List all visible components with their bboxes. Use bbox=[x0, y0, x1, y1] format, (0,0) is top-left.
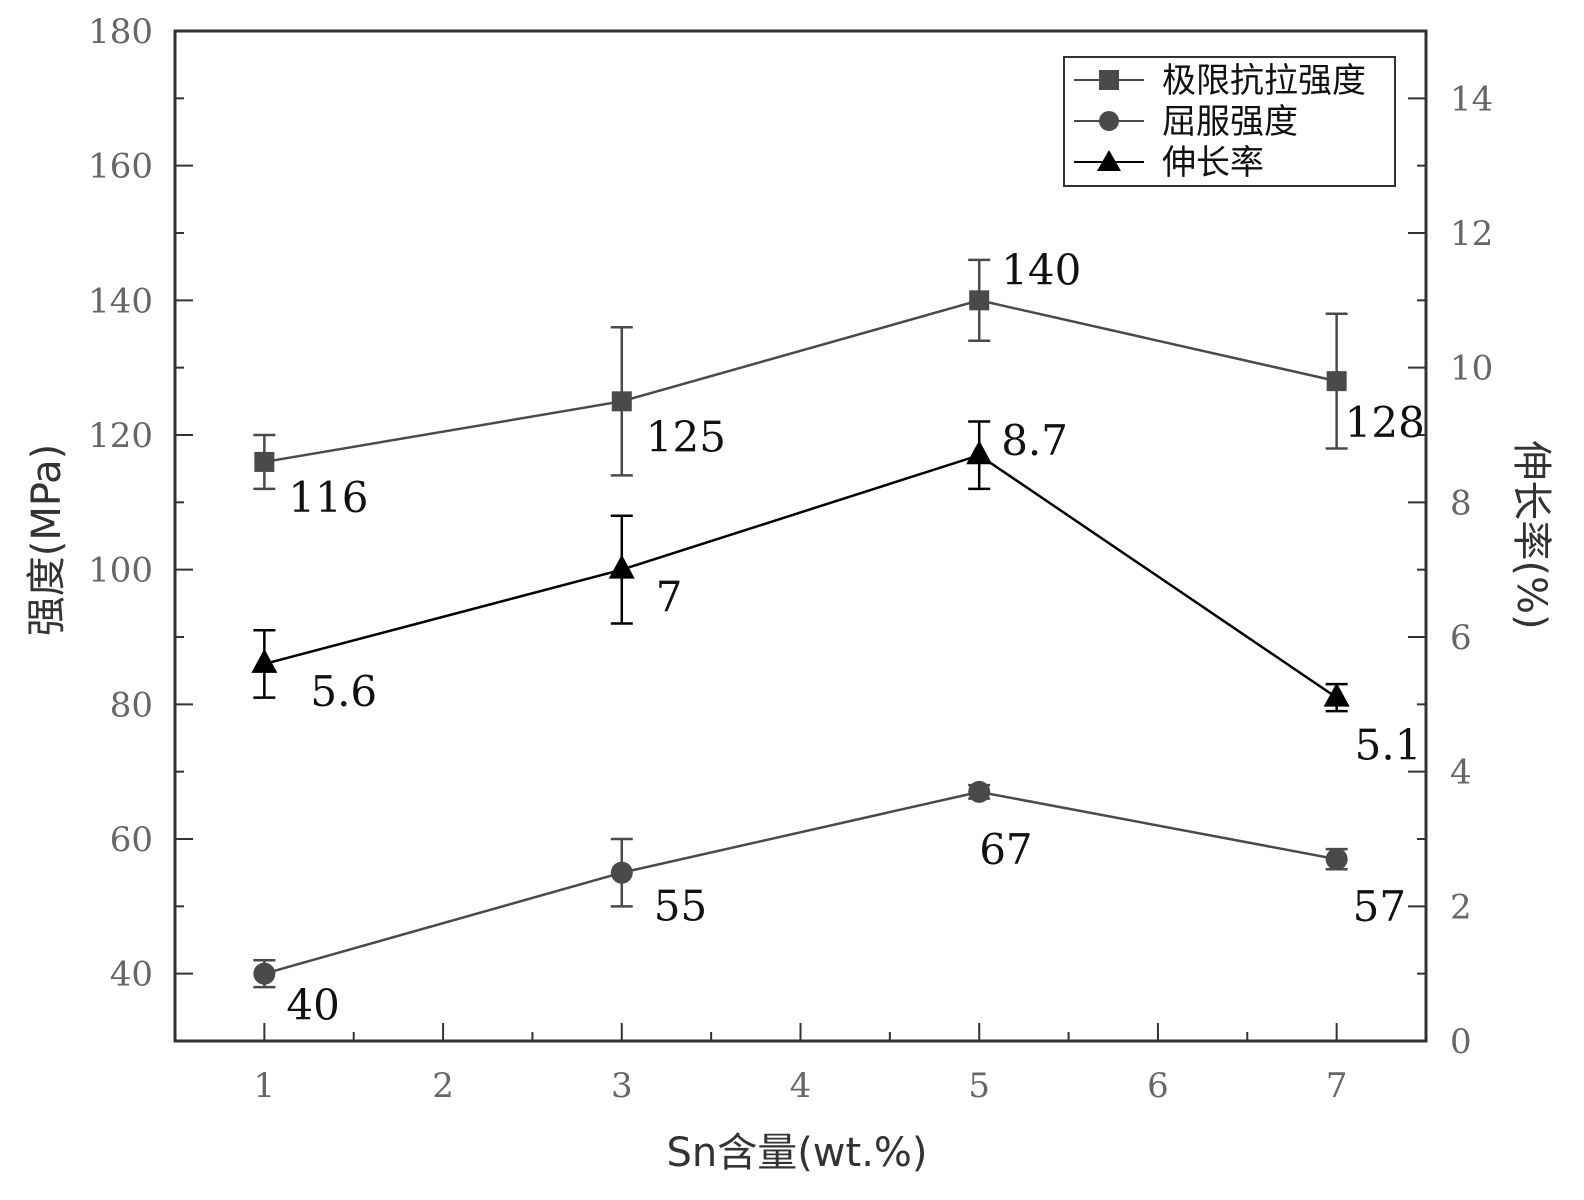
data-point-triangle bbox=[251, 648, 278, 673]
data-label: 140 bbox=[1001, 245, 1081, 294]
y2-tick-label: 12 bbox=[1450, 214, 1493, 254]
x-tick-label: 3 bbox=[611, 1066, 633, 1106]
legend-square-marker bbox=[1099, 70, 1119, 90]
legend-circle-marker bbox=[1099, 111, 1119, 131]
data-label: 40 bbox=[286, 981, 339, 1030]
data-point-circle bbox=[1325, 848, 1348, 871]
x-tick-label: 1 bbox=[254, 1066, 276, 1106]
y2-tick-label: 0 bbox=[1450, 1022, 1472, 1062]
legend: 极限抗拉强度 屈服强度 伸长率 bbox=[1063, 56, 1396, 187]
data-point-square bbox=[611, 391, 632, 412]
y2-tick-label: 4 bbox=[1450, 753, 1472, 793]
y-tick-label: 180 bbox=[88, 12, 153, 52]
data-label: 7 bbox=[656, 573, 683, 622]
series-layer bbox=[251, 258, 1350, 989]
x-axis-title: Sn含量(wt.%) bbox=[666, 1130, 927, 1176]
x-tick-label: 6 bbox=[1147, 1066, 1169, 1106]
x-tick-label: 7 bbox=[1326, 1066, 1348, 1106]
legend-label-elong: 伸长率 bbox=[1162, 143, 1264, 183]
legend-label-ys: 屈服强度 bbox=[1162, 102, 1298, 142]
y-tick-label: 40 bbox=[110, 955, 153, 995]
data-label: 8.7 bbox=[1001, 416, 1068, 465]
data-label: 67 bbox=[979, 825, 1032, 874]
y-tick-label: 60 bbox=[110, 820, 153, 860]
data-label: 125 bbox=[646, 412, 726, 461]
data-label: 5.6 bbox=[310, 667, 377, 716]
data-label: 57 bbox=[1353, 882, 1406, 931]
legend-triangle-marker bbox=[1097, 150, 1121, 171]
legend-label-uts: 极限抗拉强度 bbox=[1162, 61, 1366, 101]
x-tick-label: 4 bbox=[790, 1066, 812, 1106]
series-line bbox=[264, 299, 1337, 464]
data-point-triangle bbox=[608, 554, 635, 579]
data-point-square bbox=[969, 290, 990, 311]
legend-box bbox=[1063, 56, 1396, 187]
data-label: 55 bbox=[654, 882, 707, 931]
y-tick-label: 80 bbox=[110, 685, 153, 725]
data-point-circle bbox=[968, 780, 991, 803]
y-tick-label: 160 bbox=[88, 147, 153, 187]
y2-axis-title: 伸长率(%) bbox=[1508, 440, 1554, 629]
series-line bbox=[264, 453, 1338, 699]
data-label: 116 bbox=[288, 473, 368, 522]
data-label: 5.1 bbox=[1355, 721, 1422, 770]
y-tick-label: 120 bbox=[88, 416, 153, 456]
series-line bbox=[264, 790, 1337, 975]
data-point-triangle bbox=[966, 440, 993, 465]
y-tick-label: 100 bbox=[88, 551, 153, 591]
data-point-square bbox=[1326, 371, 1347, 392]
data-point-circle bbox=[610, 861, 633, 884]
y2-tick-label: 14 bbox=[1450, 79, 1493, 119]
y2-tick-label: 2 bbox=[1450, 887, 1472, 927]
y2-tick-label: 8 bbox=[1450, 483, 1472, 523]
x-tick-label: 5 bbox=[968, 1066, 990, 1106]
data-label: 128 bbox=[1345, 398, 1425, 447]
y2-tick-label: 6 bbox=[1450, 618, 1472, 658]
data-point-circle bbox=[253, 962, 276, 985]
y-tick-label: 140 bbox=[88, 281, 153, 321]
y-axis-title: 强度(MPa) bbox=[24, 444, 70, 637]
data-point-square bbox=[254, 451, 275, 472]
data-labels: 116 125 140 128 40 55 67 57 5.6 7 8.7 5.1 bbox=[286, 245, 1424, 1029]
data-point-triangle bbox=[1323, 682, 1350, 707]
y2-tick-label: 10 bbox=[1450, 349, 1493, 389]
x-tick-label: 2 bbox=[432, 1066, 454, 1106]
